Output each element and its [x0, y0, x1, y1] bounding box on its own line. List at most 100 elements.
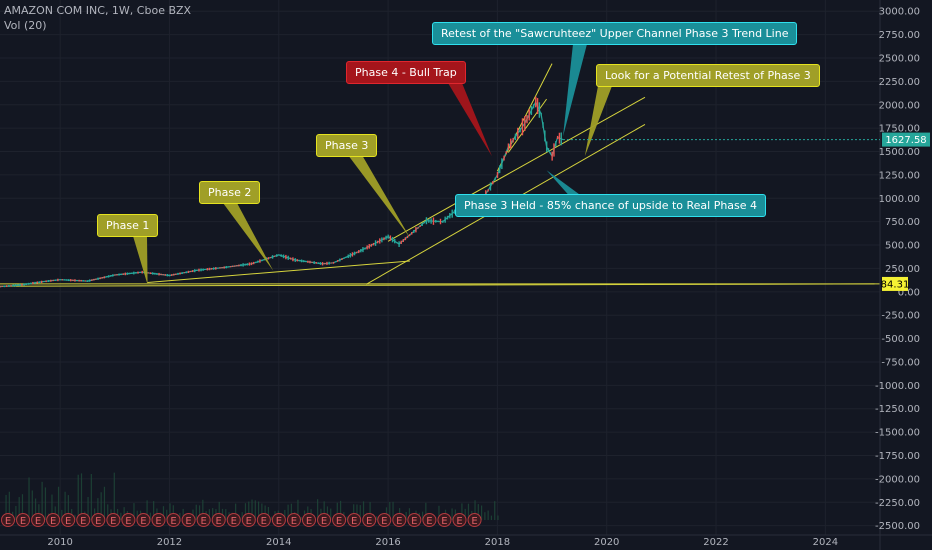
candle [309, 260, 311, 264]
annotation-pointer [448, 83, 492, 157]
earnings-marker-letter: E [246, 516, 252, 527]
candle [43, 280, 45, 283]
annotation-phase-1[interactable]: Phase 1 [97, 214, 159, 237]
volume-bar [405, 511, 407, 520]
annotation-potential-retest[interactable]: Look for a Potential Retest of Phase 3 [596, 64, 820, 87]
volume-bar [356, 504, 358, 520]
candle [362, 247, 364, 253]
candle [428, 218, 430, 223]
candle [244, 263, 246, 266]
volume-bar [61, 509, 63, 520]
candle [162, 274, 164, 276]
earnings-marker [467, 513, 482, 527]
candle [449, 212, 451, 219]
earnings-marker [166, 513, 181, 527]
candle [271, 255, 274, 259]
candle [223, 266, 225, 269]
candle [21, 283, 23, 286]
earnings-marker-letter: E [396, 516, 402, 527]
candle [78, 279, 80, 282]
candle [175, 273, 177, 275]
earnings-marker [31, 513, 46, 527]
candle [91, 279, 93, 281]
earnings-marker [1, 513, 15, 527]
volume-bar [18, 497, 20, 520]
candle [1, 285, 3, 288]
volume-bar [120, 512, 122, 520]
y-tick-label: 0.00 [898, 287, 920, 298]
candle [538, 102, 541, 118]
candle [317, 262, 320, 265]
annotation-pointers [133, 44, 612, 285]
candle [61, 279, 64, 281]
volume-bar [57, 486, 60, 520]
candle [107, 275, 110, 278]
candle [280, 254, 282, 257]
candle [252, 261, 255, 265]
candle [383, 237, 385, 241]
volume-bar [267, 507, 270, 520]
candle [124, 272, 127, 276]
earnings-marker [121, 513, 136, 527]
candle [166, 274, 169, 277]
candle [109, 275, 112, 277]
earnings-marker-letter: E [381, 516, 387, 527]
volume-bar [353, 504, 355, 520]
candle [10, 285, 12, 287]
trend-lines [0, 63, 880, 287]
candle [47, 280, 50, 282]
candle [517, 127, 519, 140]
volume-bar [208, 509, 210, 520]
candle [385, 235, 387, 240]
candle [32, 281, 34, 285]
y-tick-label: 1750.00 [879, 124, 920, 135]
volume-bar [51, 494, 53, 520]
candle [242, 263, 244, 267]
candle [179, 272, 181, 275]
candle [453, 209, 456, 214]
candle [391, 236, 394, 243]
candle [221, 267, 223, 269]
volume-bar [235, 503, 237, 520]
candle [202, 268, 204, 271]
candle [50, 279, 52, 282]
candle [389, 235, 392, 241]
candle [442, 220, 444, 223]
last-price-label: 1627.58 [885, 135, 926, 146]
candle [257, 260, 259, 263]
y-tick-label: 2000.00 [879, 100, 920, 111]
volume-bar [67, 495, 69, 520]
last-price-badge [882, 132, 930, 147]
candle [215, 267, 217, 270]
candle [139, 271, 141, 274]
candle [432, 217, 435, 225]
volume-bar [497, 515, 499, 520]
annotation-phase-4-bull-trap[interactable]: Phase 4 - Bull Trap [346, 61, 466, 84]
candle [411, 232, 413, 235]
candle [135, 272, 137, 274]
candle [278, 254, 280, 256]
candle [14, 284, 17, 287]
annotation-phase-3-held[interactable]: Phase 3 Held - 85% chance of upside to R… [455, 194, 767, 217]
trend-line [147, 260, 410, 283]
candle [177, 272, 179, 275]
earnings-marker-letter: E [200, 516, 206, 527]
candle [535, 96, 537, 108]
candle [114, 274, 116, 276]
candle [417, 227, 419, 229]
volume-bar [300, 516, 302, 520]
candle [398, 241, 400, 247]
volume-indicator-label[interactable]: Vol (20) [4, 19, 47, 32]
earnings-marker-letter: E [110, 516, 116, 527]
annotation-phase-2[interactable]: Phase 2 [199, 181, 261, 204]
candle [289, 257, 292, 260]
earnings-marker-letter: E [216, 516, 222, 527]
candle [519, 127, 521, 133]
annotation-upper-channel-retest[interactable]: Retest of the "Sawcruhteez" Upper Channe… [432, 22, 798, 45]
candle [530, 106, 533, 115]
volume-bar [254, 500, 256, 520]
annotation-phase-3[interactable]: Phase 3 [316, 134, 378, 157]
earnings-marker [241, 513, 256, 527]
volume-bar [166, 509, 168, 520]
